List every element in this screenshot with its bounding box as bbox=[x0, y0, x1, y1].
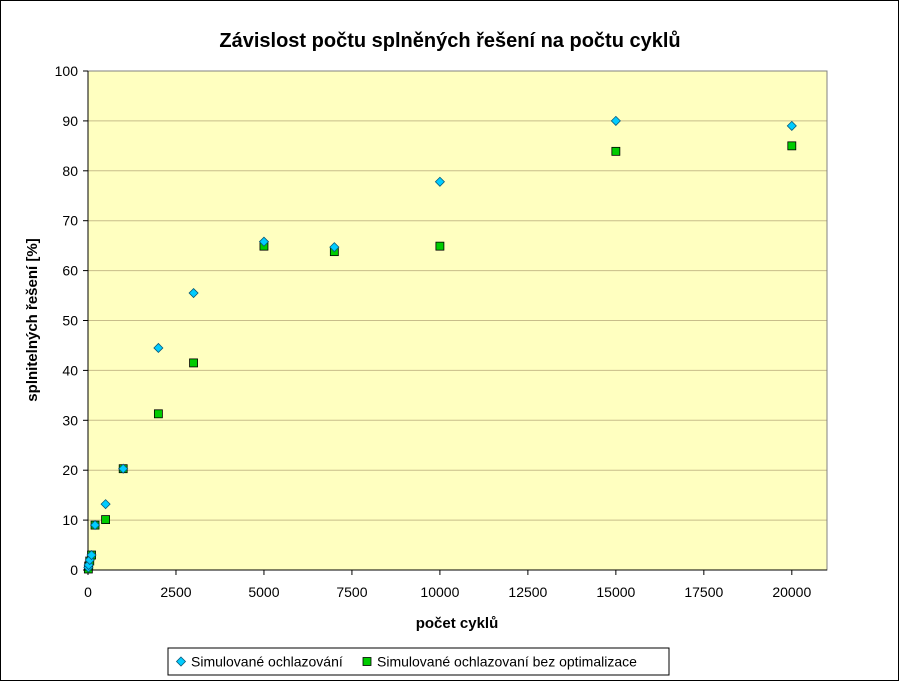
y-tick-label: 40 bbox=[62, 362, 78, 378]
legend: Simulované ochlazování Simulované ochlazo… bbox=[167, 647, 670, 676]
y-tick-label: 70 bbox=[62, 213, 78, 229]
y-tick-label: 0 bbox=[70, 562, 78, 578]
legend-label: Simulované ochlazovaní bez optimalizace bbox=[377, 654, 637, 670]
y-axis-title: splnitelných řešení [%] bbox=[24, 238, 41, 401]
y-tick-label: 30 bbox=[62, 412, 78, 428]
plot-area: 0 10 20 30 40 50 60 70 80 90 100 0 2500 5000 7500 10000… bbox=[55, 63, 828, 600]
data-point-square bbox=[189, 358, 198, 368]
data-point-diamond bbox=[100, 499, 111, 510]
x-tick-label: 17500 bbox=[684, 584, 723, 600]
data-point-diamond bbox=[329, 242, 340, 253]
chart-title: Závislost počtu splněných řešení na počt… bbox=[219, 30, 680, 52]
x-tick-label: 20000 bbox=[772, 584, 811, 600]
data-point-diamond bbox=[188, 287, 199, 299]
x-tick-label: 2500 bbox=[160, 584, 191, 600]
series-diamond bbox=[83, 115, 797, 573]
y-tick-label: 90 bbox=[62, 113, 78, 129]
x-tick-label: 0 bbox=[84, 584, 92, 600]
x-tick-label: 7500 bbox=[336, 584, 367, 600]
y-tick-label: 20 bbox=[62, 462, 78, 478]
data-point-square bbox=[153, 409, 163, 419]
legend-marker-diamond bbox=[175, 656, 187, 667]
x-tick-label: 12500 bbox=[508, 584, 547, 600]
data-point-diamond bbox=[258, 236, 270, 247]
y-tick-label: 100 bbox=[55, 63, 79, 79]
y-tick-label: 80 bbox=[62, 163, 78, 179]
legend-box bbox=[167, 647, 670, 676]
data-point-square bbox=[101, 515, 110, 525]
data-point-diamond bbox=[89, 520, 101, 531]
data-point-square bbox=[435, 241, 445, 251]
data-point-diamond bbox=[86, 549, 97, 561]
data-point-diamond bbox=[786, 120, 797, 131]
x-tick-label: 15000 bbox=[596, 584, 635, 600]
y-tick-label: 50 bbox=[62, 313, 78, 329]
x-axis-title: počet cyklů bbox=[416, 615, 499, 632]
data-point-diamond bbox=[153, 342, 164, 354]
y-tick-label: 60 bbox=[62, 263, 78, 279]
data-point-diamond bbox=[610, 115, 621, 126]
legend-label: Simulované ochlazování bbox=[191, 654, 343, 670]
legend-marker-square bbox=[362, 657, 372, 666]
data-point-square bbox=[787, 141, 797, 151]
data-point-diamond bbox=[434, 176, 445, 187]
data-point-diamond bbox=[118, 463, 129, 474]
y-tick-label: 10 bbox=[62, 512, 78, 528]
data-point-square bbox=[611, 146, 621, 156]
x-tick-label: 5000 bbox=[248, 584, 279, 600]
x-tick-label: 10000 bbox=[420, 584, 459, 600]
